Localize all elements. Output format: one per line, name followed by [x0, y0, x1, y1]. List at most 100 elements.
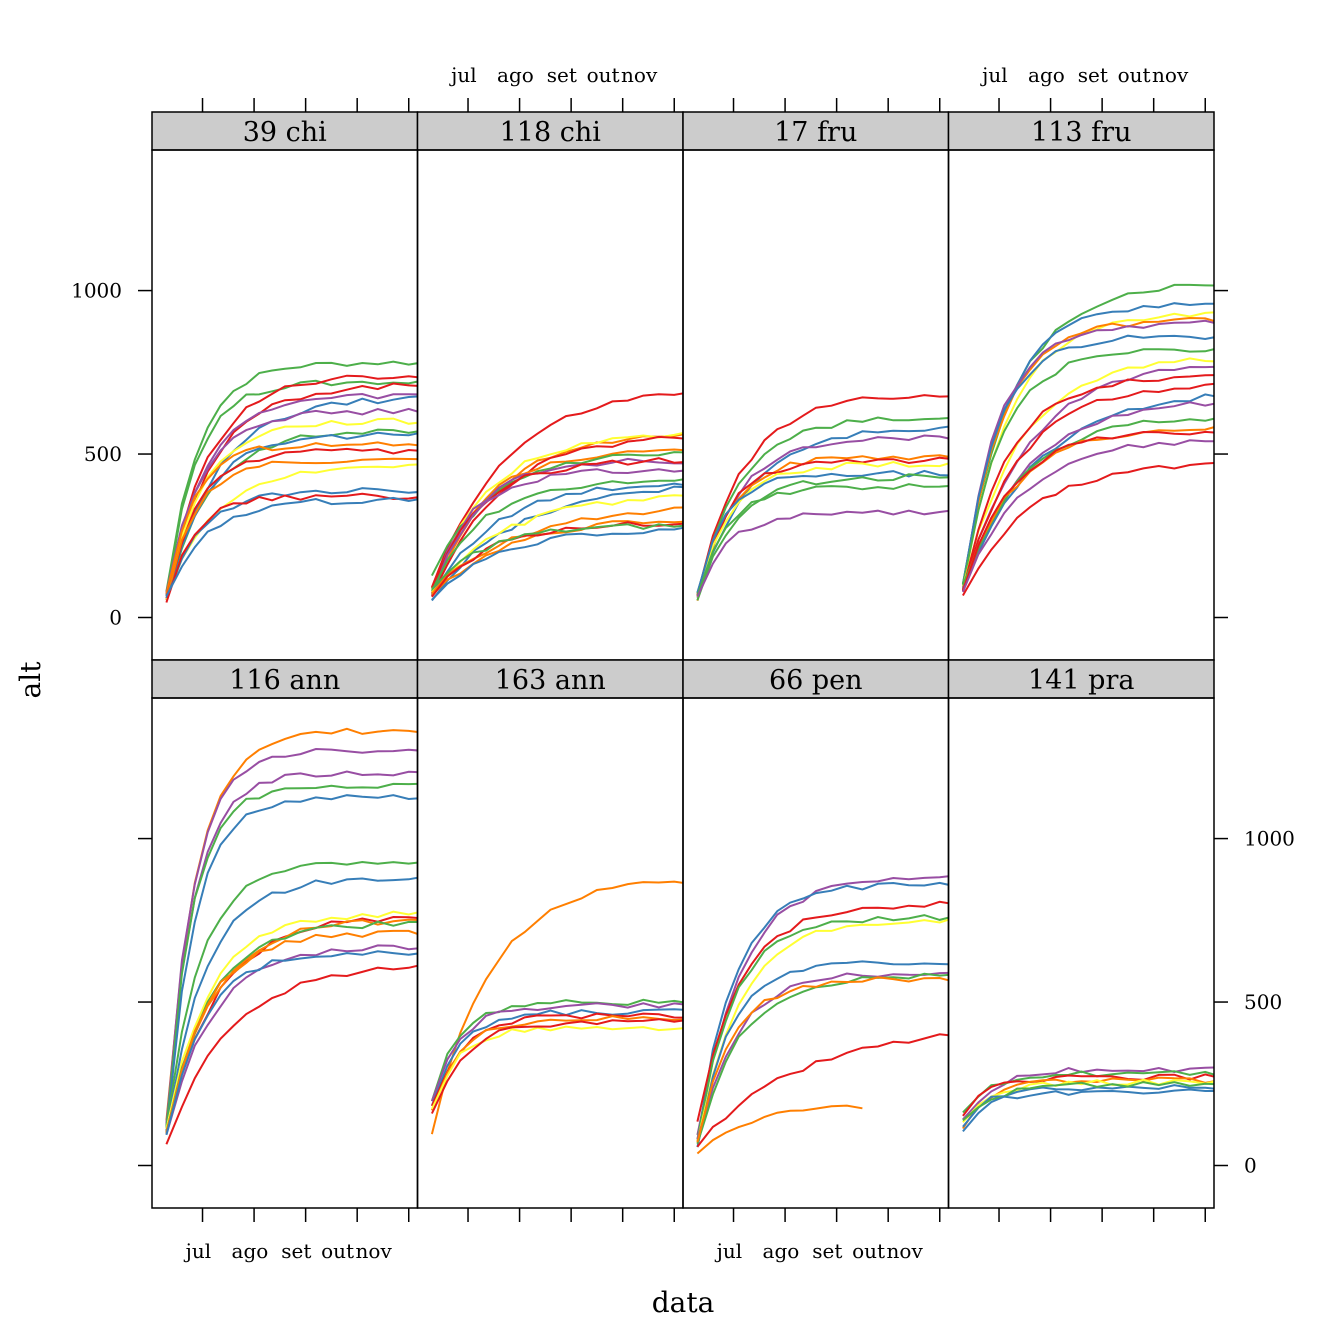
- panel-frame: [947, 697, 1215, 1209]
- y-tick-label: 1000: [1244, 827, 1295, 851]
- series-line: [165, 382, 418, 600]
- series-line: [165, 496, 418, 597]
- panel-series-group: [962, 1066, 1214, 1133]
- y-tick-label: 1000: [71, 279, 122, 303]
- series-line: [165, 782, 418, 1128]
- series-line: [430, 468, 683, 597]
- series-line: [430, 998, 683, 1102]
- panel-strip-label: 113 fru: [1031, 117, 1131, 148]
- x-tick-label: set: [547, 63, 577, 87]
- series-line: [165, 794, 418, 1133]
- series-line: [165, 910, 418, 1130]
- series-line: [165, 770, 418, 1124]
- x-tick-label: set: [1078, 63, 1108, 87]
- series-line: [431, 494, 683, 594]
- series-line: [430, 1012, 683, 1107]
- panel-strip: [416, 111, 684, 151]
- series-line: [165, 929, 418, 1134]
- y-axis-title: alt: [14, 661, 47, 699]
- series-line: [961, 348, 1214, 586]
- series-line: [961, 319, 1214, 587]
- panel-116-ann: 116 ann: [151, 659, 419, 1209]
- x-tick-label: nov: [887, 1239, 924, 1263]
- series-line: [961, 316, 1214, 588]
- panel-series-group: [430, 880, 683, 1135]
- series-line: [165, 407, 418, 593]
- panel-series-group: [430, 392, 683, 602]
- series-line: [961, 439, 1214, 593]
- series-line: [430, 1002, 683, 1102]
- panel-series-group: [961, 283, 1214, 596]
- panel-strip: [416, 659, 684, 699]
- series-line: [696, 469, 949, 593]
- series-line: [696, 960, 949, 1148]
- series-line: [961, 430, 1214, 592]
- x-tick-label: out: [1118, 63, 1151, 87]
- series-line: [961, 374, 1214, 591]
- x-tick-label: nov: [356, 1239, 393, 1263]
- x-tick-label: set: [281, 1239, 311, 1263]
- x-tick-label: ago: [763, 1239, 800, 1263]
- panel-113-fru: 113 fru: [947, 111, 1215, 661]
- panel-frame: [682, 149, 950, 661]
- panel-163-ann: 163 ann: [416, 659, 684, 1209]
- series-line: [696, 1104, 863, 1155]
- series-line: [431, 523, 683, 590]
- x-tick-label: jul: [184, 1239, 211, 1263]
- series-line: [165, 457, 418, 601]
- x-tick-label: out: [321, 1239, 354, 1263]
- panel-39-chi: 39 chi: [151, 111, 419, 661]
- series-line: [431, 521, 683, 598]
- panels-layer: 39 chi 118 chi 17 fru 113 fru 116 ann 163 ann…: [151, 111, 1215, 1209]
- y-tick-label: 500: [84, 442, 122, 466]
- series-line: [431, 478, 683, 592]
- series-line: [431, 526, 683, 601]
- series-line: [165, 950, 418, 1136]
- series-line: [165, 876, 418, 1131]
- panel-strip-label: 66 pen: [769, 665, 863, 696]
- series-line: [962, 461, 1214, 596]
- panel-series-group: [696, 394, 949, 601]
- panel-series-group: [696, 875, 949, 1155]
- series-line: [696, 454, 949, 601]
- x-axis-title: data: [652, 1286, 715, 1319]
- panel-strip: [151, 111, 419, 151]
- series-line: [962, 1073, 1214, 1117]
- series-line: [430, 880, 683, 1135]
- series-line: [961, 311, 1214, 589]
- series-line: [696, 875, 949, 1136]
- series-line: [962, 1076, 1214, 1130]
- series-line: [696, 394, 949, 595]
- x-tick-label: jul: [715, 1239, 742, 1263]
- series-line: [430, 1025, 683, 1110]
- x-tick-label: nov: [621, 63, 658, 87]
- series-line: [430, 457, 683, 589]
- series-line: [165, 447, 418, 599]
- series-line: [962, 1070, 1214, 1114]
- panel-strip: [947, 111, 1215, 151]
- series-line: [696, 976, 949, 1143]
- series-line: [961, 382, 1214, 590]
- panel-strip-label: 39 chi: [243, 117, 327, 148]
- series-line: [430, 1008, 683, 1107]
- panel-strip-label: 141 pra: [1028, 665, 1134, 696]
- series-line: [961, 357, 1214, 588]
- panel-strip-label: 163 ann: [495, 665, 606, 696]
- series-line: [696, 473, 949, 601]
- y-tick-label: 0: [109, 606, 122, 630]
- series-line: [696, 456, 949, 597]
- series-line: [431, 485, 683, 602]
- y-tick-label: 0: [1244, 1154, 1257, 1178]
- series-line: [696, 461, 949, 598]
- x-tick-label: nov: [1152, 63, 1189, 87]
- x-tick-label: out: [587, 63, 620, 87]
- series-line: [165, 747, 418, 1125]
- series-line: [696, 509, 949, 598]
- series-line: [696, 416, 949, 594]
- series-line: [165, 360, 418, 592]
- series-line: [430, 392, 683, 588]
- series-line: [165, 492, 418, 603]
- series-line: [696, 483, 949, 596]
